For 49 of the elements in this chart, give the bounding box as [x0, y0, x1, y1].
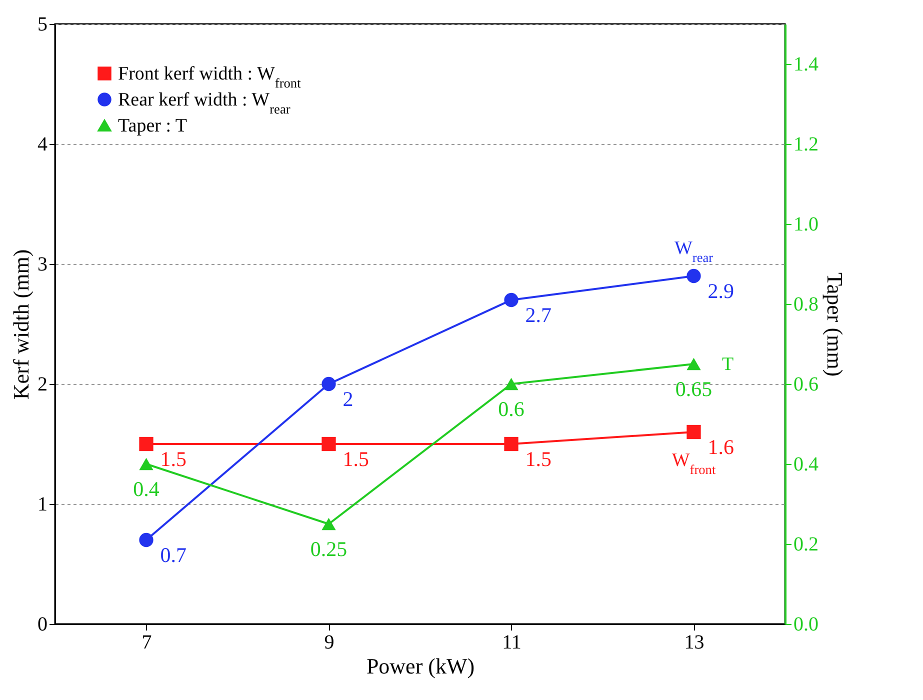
y2-tick-label: 1.2: [794, 134, 818, 156]
data-label: 1.5: [342, 447, 369, 471]
y-tick-label: 3: [38, 254, 48, 276]
point: [504, 436, 518, 452]
point: [686, 268, 701, 284]
y-tick-label: 4: [38, 134, 48, 156]
x-tick-label: 13: [684, 632, 704, 654]
data-label: 0.6: [498, 397, 524, 421]
x-tick-label: 11: [502, 632, 522, 654]
point: [322, 518, 336, 530]
annotation: W$_{rear}$: [674, 238, 714, 264]
x-tick-label: 7: [142, 632, 152, 654]
point: [322, 436, 336, 452]
data-label: 2.9: [708, 279, 734, 303]
data-label: 0.65: [675, 377, 712, 401]
annotation: T: [722, 354, 734, 375]
y2-tick-label: 0.8: [794, 294, 818, 316]
y2-tick-label: 0.4: [794, 454, 818, 476]
y-tick-label: 5: [38, 14, 48, 36]
y2-tick-label: 1.4: [794, 54, 818, 76]
data-label: 2: [342, 387, 354, 411]
y2-tick-label: 0.6: [794, 374, 818, 396]
data-label: 0.4: [133, 477, 160, 501]
data-label: 0.25: [310, 537, 348, 561]
data-label: 1.5: [160, 447, 186, 471]
y-tick-label: 0: [38, 614, 48, 636]
y-tick-label: 1: [38, 494, 48, 516]
data-label: 1.5: [525, 447, 552, 471]
point: [686, 358, 701, 370]
legend-label: Rear kerf width : W$_{rear}$: [118, 90, 291, 116]
x-axis-title: Power (kW): [366, 654, 475, 678]
legend-label: Front kerf width : W$_{front}$: [118, 64, 302, 90]
y2-tick-label: 0.0: [794, 614, 818, 636]
point: [686, 424, 701, 440]
y2-tick-label: 0.2: [794, 534, 818, 556]
x-tick-label: 9: [324, 632, 334, 654]
y-axis-title: Kerf width (mm): [8, 249, 34, 400]
y-tick-label: 2: [38, 374, 48, 396]
point: [139, 458, 154, 470]
point: [504, 378, 518, 390]
y2-axis-title: Taper (mm): [822, 272, 848, 377]
point: [139, 436, 154, 452]
y2-tick-label: 1.0: [794, 214, 818, 236]
point: [139, 532, 154, 548]
legend-label: Taper : T: [118, 116, 188, 136]
point: [322, 376, 336, 392]
point: [504, 292, 518, 308]
data-label: 2.7: [525, 303, 552, 327]
data-label: 0.7: [160, 543, 186, 567]
